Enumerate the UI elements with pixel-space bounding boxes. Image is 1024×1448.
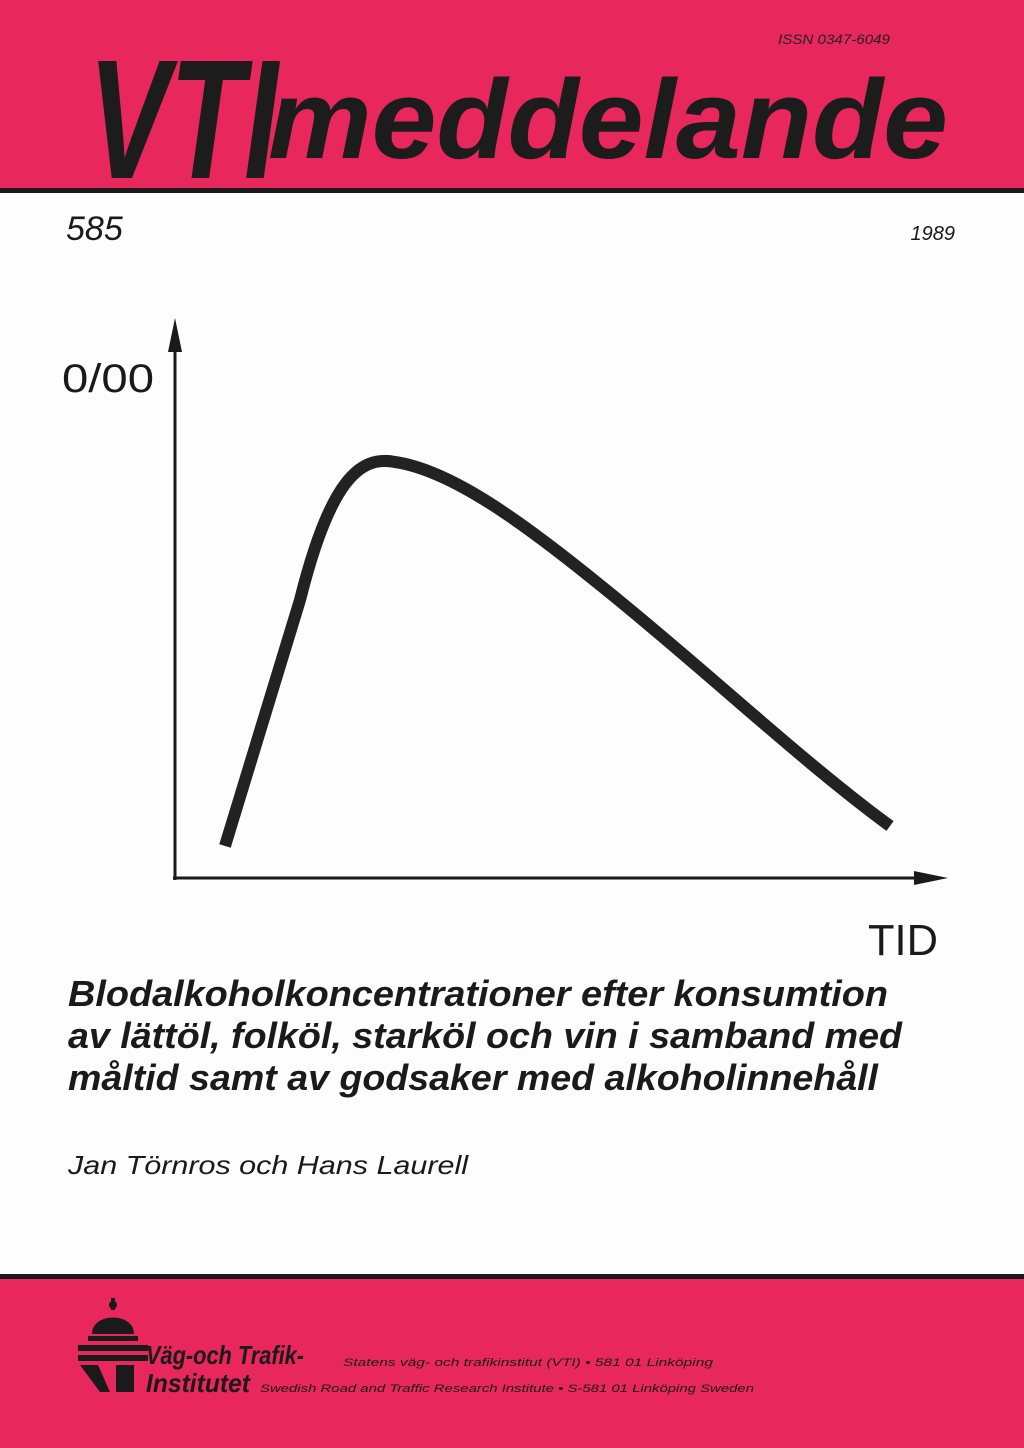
y-label: 0/00 (62, 357, 154, 401)
footer-rule (0, 1274, 1024, 1279)
issn: ISSN 0347-6049 (778, 31, 890, 47)
crown-logo (78, 1298, 148, 1392)
x-label: TID (868, 916, 938, 965)
header-band (0, 0, 1024, 188)
figure (173, 330, 930, 880)
header-rule (0, 188, 1024, 193)
org-name: Väg-och Trafik- (146, 1340, 304, 1370)
footer-band (0, 1279, 1024, 1448)
title-line: Blodalkoholkoncentrationer efter konsumt… (68, 973, 888, 1014)
title-line: måltid samt av godsaker med alkoholinneh… (68, 1057, 879, 1098)
issue-number: 585 (66, 210, 123, 248)
logo: VTI (88, 25, 281, 215)
x-arrow (914, 871, 948, 885)
title-line: av lättöl, folköl, starköl och vin i sam… (68, 1015, 903, 1056)
address-sv: Statens väg- och trafikinstitut (VTI) • … (343, 1357, 714, 1369)
authors: Jan Törnros och Hans Laurell (67, 1150, 470, 1180)
issue-year: 1989 (911, 223, 956, 245)
org-name: Institutet (146, 1368, 251, 1398)
address-en: Swedish Road and Traffic Research Instit… (260, 1383, 754, 1395)
series-name: meddelande (268, 57, 948, 182)
curve (219, 455, 894, 848)
y-arrow (168, 318, 182, 352)
